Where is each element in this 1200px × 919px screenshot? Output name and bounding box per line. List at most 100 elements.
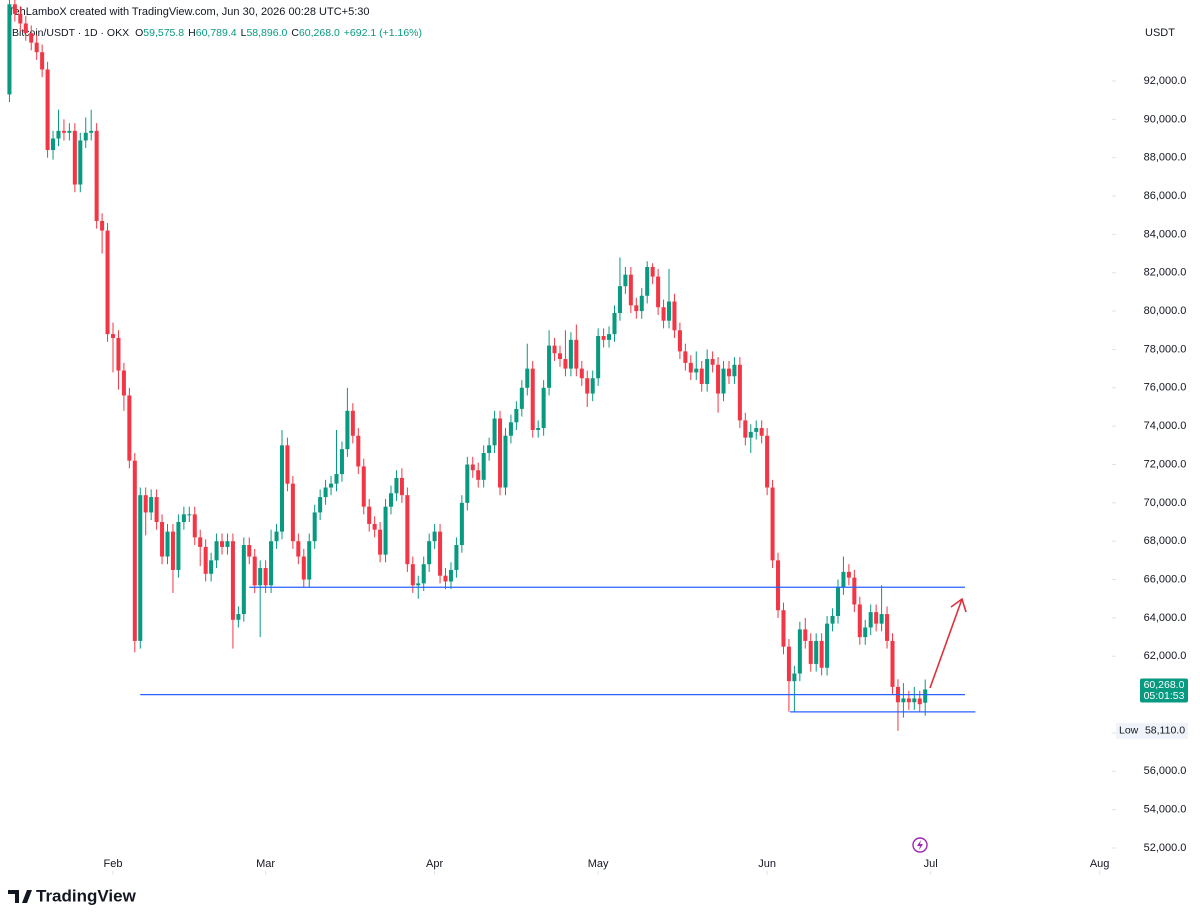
candle-body <box>105 230 110 335</box>
low-marker-text: Low <box>1119 725 1139 737</box>
candle-body <box>765 435 770 488</box>
y-tick-label: 72,000.0 <box>1144 458 1187 470</box>
candle-body <box>803 629 808 641</box>
candle-body <box>699 368 704 384</box>
candle-body <box>863 627 868 638</box>
candle-body <box>12 4 17 14</box>
candle-body <box>459 502 464 546</box>
candle-body <box>541 387 546 429</box>
candle-body <box>67 130 72 133</box>
candle-body <box>61 130 66 133</box>
y-tick-label: 52,000.0 <box>1144 842 1187 854</box>
y-tick-label: 68,000.0 <box>1144 535 1187 547</box>
candle-body <box>563 359 568 369</box>
candle-body <box>399 477 404 496</box>
candle-body <box>814 640 819 664</box>
candle-body <box>45 69 50 151</box>
y-tick-label: 56,000.0 <box>1144 765 1187 777</box>
y-tick-label: 80,000.0 <box>1144 305 1187 317</box>
candle-body <box>574 339 579 369</box>
low-marker-bg <box>1116 722 1188 739</box>
candle-body <box>72 130 77 185</box>
candle-body <box>634 305 639 312</box>
candle-body <box>214 541 219 561</box>
icon-circle <box>912 837 928 853</box>
candle-body <box>726 368 731 377</box>
candle-body <box>557 353 563 360</box>
candle-body <box>607 334 612 340</box>
candle-body <box>165 531 170 557</box>
candle-body <box>547 345 552 388</box>
candle-body <box>617 286 622 314</box>
candle-body <box>18 13 23 24</box>
x-tick-label: Aug <box>1090 858 1110 870</box>
y-tick-label: 78,000.0 <box>1144 343 1187 355</box>
candle-body <box>394 477 399 494</box>
candle-body <box>345 410 350 450</box>
candle-body <box>367 506 372 524</box>
candle-body <box>416 583 421 586</box>
candle-body <box>743 420 748 438</box>
candle-body <box>187 514 192 516</box>
candle-body <box>138 495 143 641</box>
candle-body <box>318 497 323 513</box>
y-tick-label: 90,000.0 <box>1144 113 1187 125</box>
y-tick-label: 64,000.0 <box>1144 612 1187 624</box>
y-tick-label: 76,000.0 <box>1144 382 1187 394</box>
candle-body <box>846 571 851 578</box>
y-tick-label: 82,000.0 <box>1144 267 1187 279</box>
candle-body <box>132 460 137 641</box>
x-tick-label: Jul <box>924 858 938 870</box>
candle-body <box>230 541 235 620</box>
candle-body <box>192 514 197 538</box>
candle-body <box>819 640 824 668</box>
candle-body <box>143 495 148 513</box>
candle-body <box>29 33 34 43</box>
candle-body <box>285 445 290 484</box>
candle-body <box>672 301 677 331</box>
candle-body <box>443 575 448 582</box>
candle-body <box>514 408 519 423</box>
candle-body <box>116 337 121 371</box>
candle-body <box>149 497 154 513</box>
brand-logo: TradingView <box>8 886 137 905</box>
arrow-head <box>950 597 967 613</box>
candle-body <box>830 615 835 624</box>
candle-body <box>121 370 126 396</box>
candle-body <box>470 464 475 471</box>
candle-body <box>786 646 791 682</box>
candle-body <box>656 276 661 308</box>
candle-body <box>34 42 39 53</box>
candle-body <box>492 418 497 446</box>
change: +692.1 (+1.16%) <box>344 27 422 39</box>
candle-body <box>203 546 208 574</box>
price-tag-countdown: 05:01:53 <box>1144 690 1185 702</box>
arrow-shaft <box>929 598 963 689</box>
ohlc-key: H <box>188 27 196 39</box>
candle-body <box>454 545 459 570</box>
candle-body <box>797 629 802 674</box>
candle-body <box>857 604 862 638</box>
candle-body <box>628 274 633 306</box>
candle-body <box>568 339 573 369</box>
candle-body <box>296 541 301 557</box>
candle-body <box>923 689 928 703</box>
candle-body <box>808 640 813 664</box>
candle-body <box>481 452 486 480</box>
candle-body <box>372 523 377 530</box>
candle-body <box>329 483 334 488</box>
candle-body <box>737 364 742 421</box>
candle-body <box>100 220 105 231</box>
candle-body <box>361 466 366 507</box>
candle-body <box>465 464 470 503</box>
candle-body <box>160 522 165 557</box>
candle-body <box>258 568 263 586</box>
candle-body <box>906 698 911 703</box>
candle-body <box>23 23 28 34</box>
candle-body <box>356 435 361 467</box>
candle-body <box>290 483 295 542</box>
candle-body <box>776 560 781 611</box>
candle-body <box>705 359 710 384</box>
arrow <box>929 597 967 689</box>
